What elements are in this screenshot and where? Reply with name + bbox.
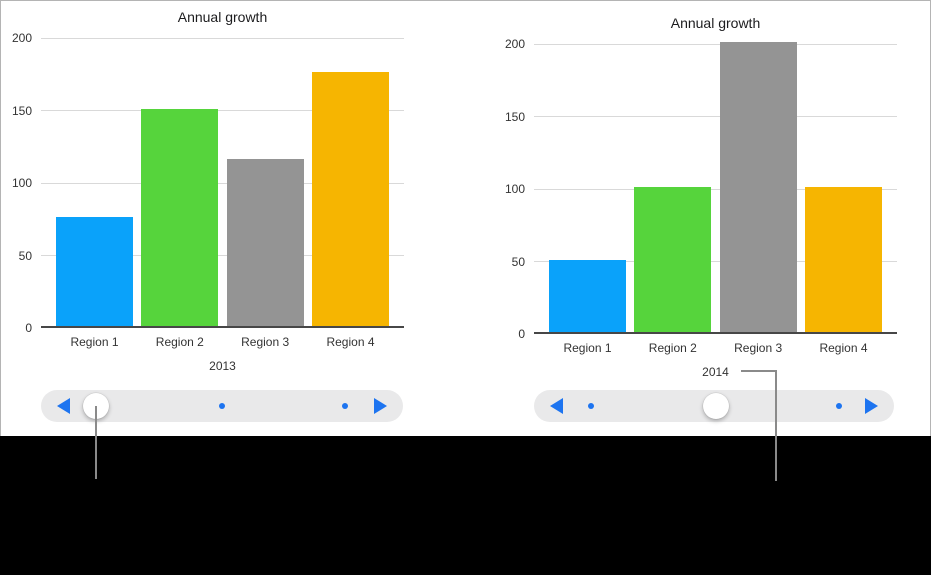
scrubber-prev-icon[interactable] — [57, 398, 70, 414]
x-axis-tick-label: Region 2 — [648, 341, 697, 355]
bar-region-2[interactable] — [634, 187, 712, 332]
bar-region-3[interactable] — [719, 42, 797, 332]
gridline — [41, 37, 404, 39]
page-dot[interactable] — [835, 403, 842, 409]
chart-plot-area: 0 50 100 150 200 Region 1 Region 2 Region 3 Regi… — [505, 37, 897, 355]
chart-plot-area: 0 50 100 150 200 Region 1 Region 2 Region 3 Regi… — [12, 31, 404, 349]
gridline — [534, 43, 897, 45]
gridline — [41, 110, 404, 111]
bar-region-3[interactable] — [226, 159, 304, 326]
gridline — [41, 182, 404, 184]
callout-line-2014-vertical — [775, 370, 777, 481]
chart-title: Annual growth — [177, 9, 268, 25]
scrubber-thumb[interactable] — [703, 393, 730, 419]
chart-title: Annual growth — [670, 15, 761, 31]
x-axis-tick-label: Region 1 — [70, 335, 119, 349]
y-axis-tick-label: 200 — [504, 37, 525, 51]
x-axis-tick-label: Region 4 — [326, 335, 375, 349]
x-axis-tick-label: Region 3 — [734, 341, 783, 355]
gridline — [41, 255, 404, 256]
page-dot[interactable] — [219, 403, 225, 409]
bar-region-2[interactable] — [141, 108, 219, 326]
scrubber-2014[interactable] — [534, 390, 894, 422]
gridline — [534, 116, 897, 117]
y-axis-tick-label: 100 — [504, 182, 525, 196]
x-axis-title-2014: 2014 — [702, 365, 729, 379]
x-axis-tick-label: Region 2 — [155, 335, 204, 349]
gridline — [534, 188, 897, 190]
x-axis-title-2013: 2013 — [209, 359, 236, 373]
bar-region-4[interactable] — [312, 72, 389, 326]
page-dot[interactable] — [587, 403, 594, 409]
y-axis-tick-label: 50 — [18, 248, 32, 263]
page-dot[interactable] — [342, 403, 349, 409]
bar-region-1[interactable] — [549, 259, 626, 332]
y-axis-tick-label: 0 — [25, 321, 32, 335]
scrubber-prev-icon[interactable] — [550, 398, 563, 414]
scrubber-next-icon[interactable] — [374, 398, 387, 414]
x-axis-tick-label: Region 3 — [241, 335, 290, 349]
y-axis-tick-label: 0 — [518, 327, 525, 341]
scrubber-next-icon[interactable] — [865, 398, 878, 414]
bar-region-4[interactable] — [805, 187, 882, 332]
y-axis-tick-label: 150 — [11, 103, 32, 118]
bar-region-1[interactable] — [56, 217, 133, 326]
y-axis-tick-label: 100 — [11, 176, 32, 190]
gridline — [534, 261, 897, 262]
y-axis-tick-label: 50 — [511, 254, 525, 269]
x-axis-tick-label: Region 4 — [819, 341, 868, 355]
callout-line-2014-horizontal — [741, 370, 777, 372]
y-axis-tick-label: 150 — [504, 109, 525, 124]
x-axis-tick-label: Region 1 — [563, 341, 612, 355]
y-axis-tick-label: 200 — [11, 31, 32, 45]
callout-line-scrubber-thumb — [95, 406, 97, 479]
charts-panel: Annual growth 0 50 100 150 200 Region 1 Region… — [0, 0, 931, 481]
